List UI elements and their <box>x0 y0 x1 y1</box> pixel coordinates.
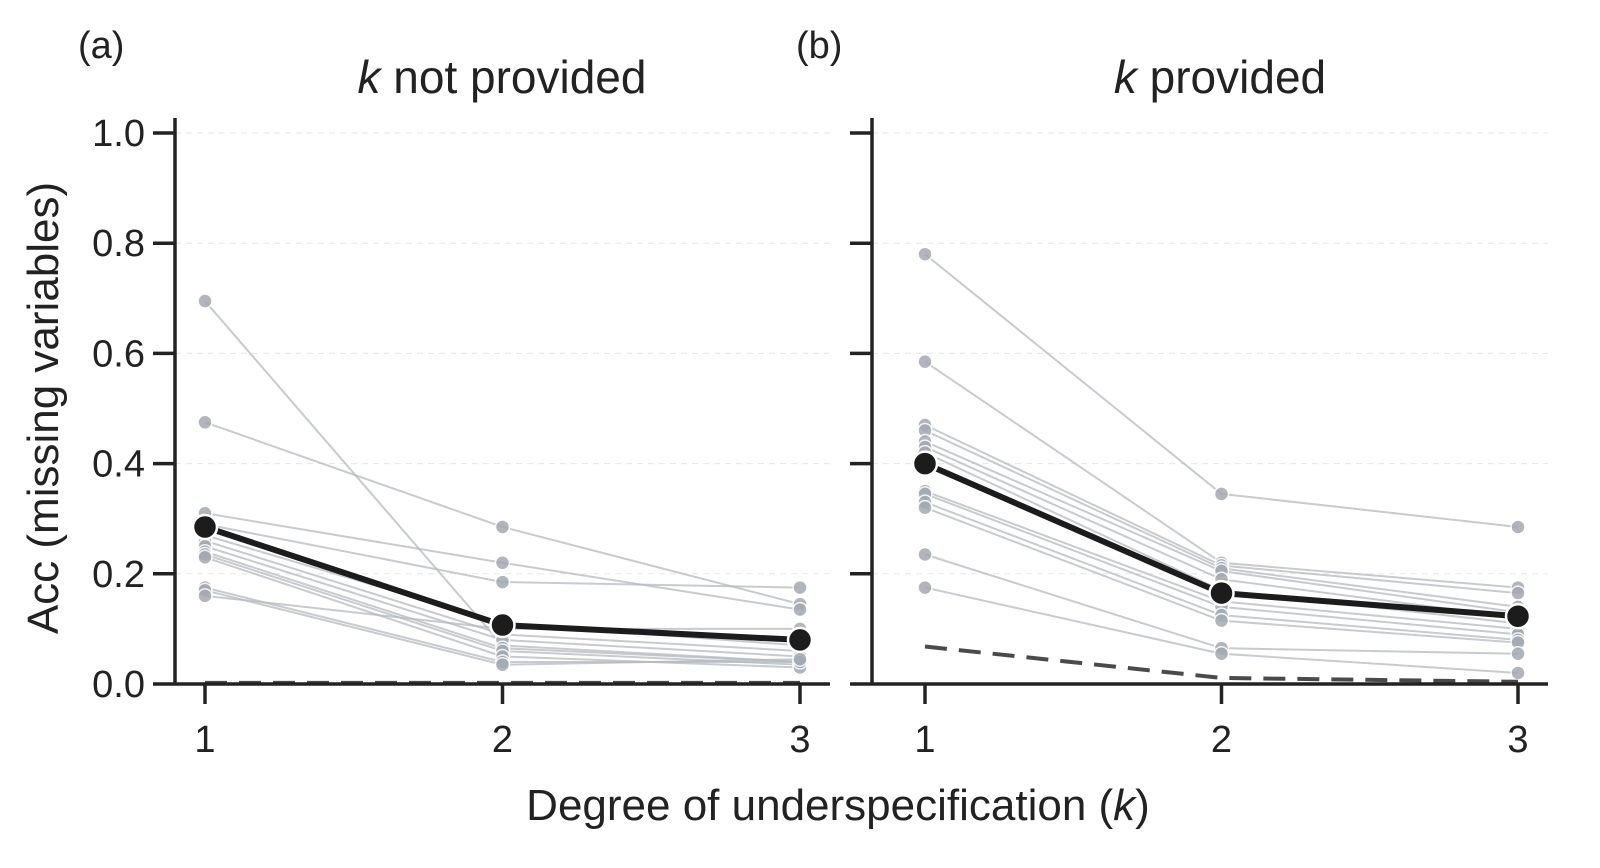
model-point <box>792 579 808 596</box>
model-point <box>1510 585 1526 601</box>
x-tick-label: 2 <box>492 719 513 761</box>
mean-point <box>911 450 939 477</box>
y-tick-label: 1.0 <box>92 113 145 155</box>
mean-point <box>786 626 814 654</box>
model-point <box>197 549 213 566</box>
model-point <box>792 601 808 618</box>
model-point <box>792 651 808 667</box>
y-tick-label: 0.0 <box>92 664 145 706</box>
mean-point <box>1208 579 1235 607</box>
model-line <box>204 300 801 663</box>
grid-a <box>175 132 830 575</box>
y-tick-label: 0.6 <box>92 333 145 375</box>
mean-series-b <box>911 450 1532 630</box>
model-point <box>1510 519 1526 535</box>
model-point <box>917 353 933 370</box>
x-axis-label: Degree of underspecification (k) <box>526 781 1150 830</box>
model-point <box>1213 645 1230 662</box>
axes-b: 1 2 3 <box>850 118 1548 761</box>
panel-title-b: k provided <box>1114 51 1326 103</box>
model-point <box>917 546 933 563</box>
y-axis-label: Acc (missing variables) <box>19 182 68 634</box>
model-point <box>197 414 213 431</box>
mean-point <box>1504 602 1532 630</box>
mean-point <box>191 513 219 541</box>
grid-b <box>872 132 1548 575</box>
model-point <box>494 656 511 673</box>
model-line <box>924 360 1519 589</box>
baseline-b <box>924 644 1519 684</box>
model-point <box>494 555 511 571</box>
y-tick-label: 0.4 <box>92 444 145 486</box>
model-point <box>917 246 933 262</box>
baseline-line <box>924 644 1519 684</box>
model-point <box>1213 612 1230 629</box>
y-tick-label: 0.8 <box>92 223 145 265</box>
model-point <box>917 499 933 516</box>
model-point <box>494 519 511 535</box>
x-tick-label: 3 <box>1507 719 1528 761</box>
mean-point <box>489 611 516 639</box>
x-tick-label: 2 <box>1211 719 1232 761</box>
model-point <box>1510 645 1526 662</box>
x-tick-label: 1 <box>194 719 215 761</box>
panel-label-a: (a) <box>78 25 124 67</box>
model-point <box>917 579 933 596</box>
model-point <box>1213 486 1230 502</box>
model-point <box>494 574 511 590</box>
mean-series-a <box>191 513 814 654</box>
panel-title-a: k not provided <box>358 51 647 103</box>
model-point <box>197 293 213 309</box>
x-tick-label: 1 <box>914 719 935 761</box>
x-tick-label: 3 <box>789 719 810 761</box>
model-point <box>1510 665 1526 681</box>
model-point <box>197 588 213 604</box>
panel-label-b: (b) <box>796 25 842 67</box>
y-tick-label: 0.2 <box>92 554 145 596</box>
panel-b: (b) k provided 1 2 3 <box>796 25 1548 761</box>
axes-a: 0.0 0.2 0.4 0.6 0.8 1.0 1 2 3 <box>92 113 830 761</box>
panel-a: (a) k not provided 0.0 0.2 0.4 0.6 0.8 1.0 1 2 3 <box>78 25 830 761</box>
